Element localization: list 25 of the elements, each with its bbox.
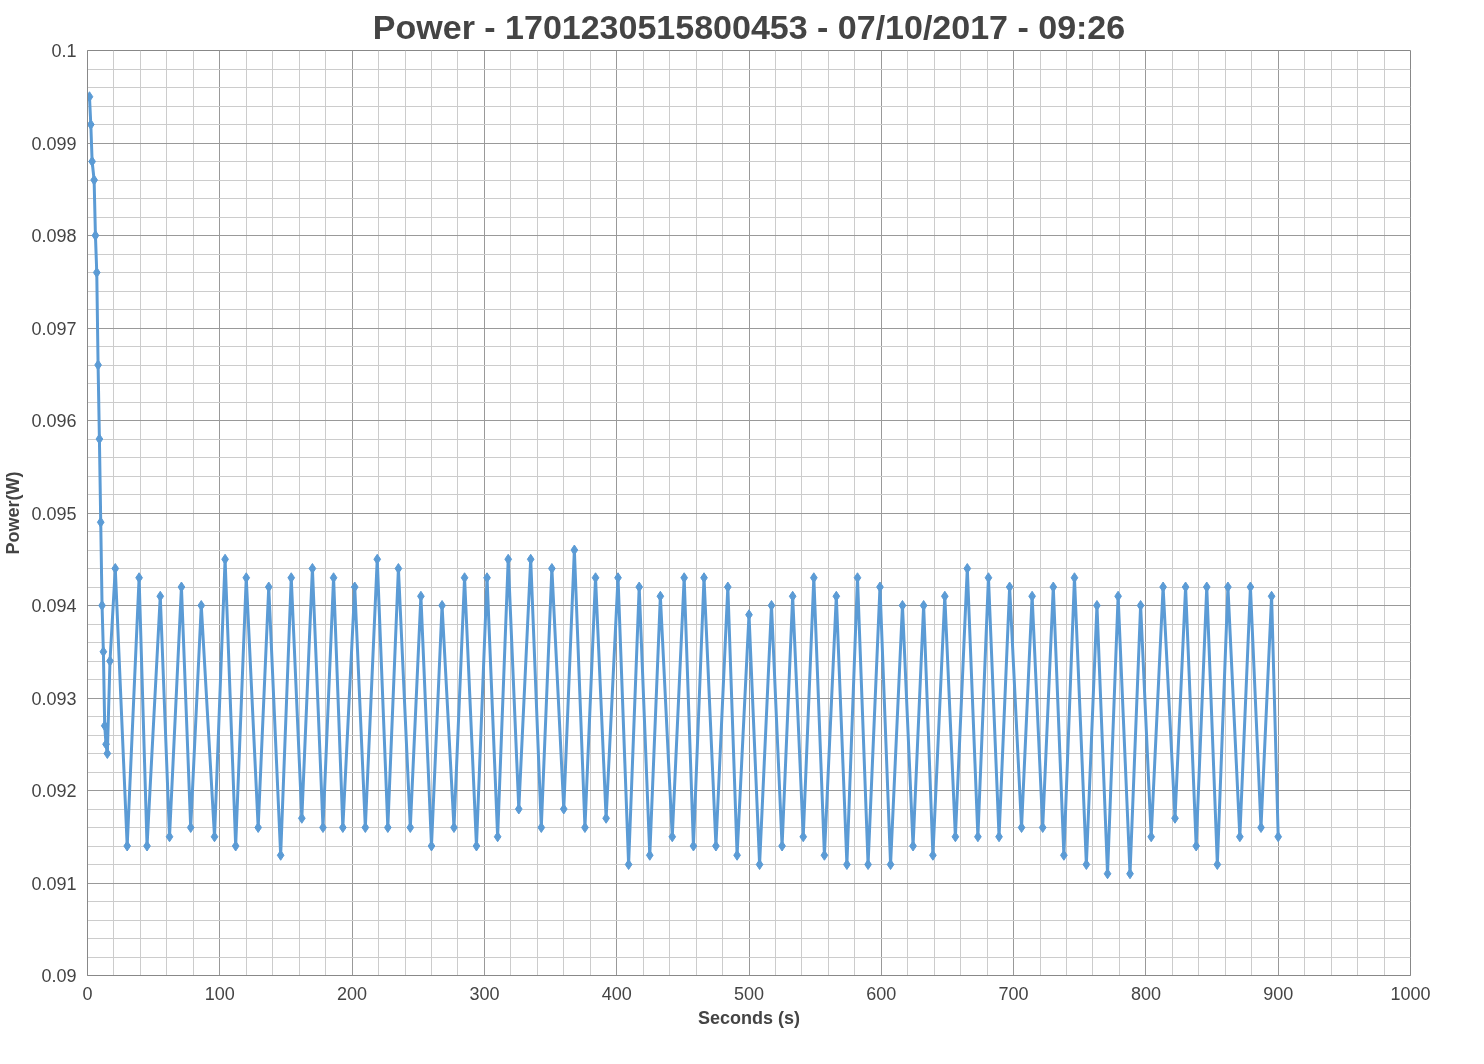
y-axis-title: Power(W) xyxy=(3,471,24,555)
x-tick-label: 400 xyxy=(601,983,632,1004)
y-tick-label: 0.1 xyxy=(51,41,77,61)
y-tick-label: 0.097 xyxy=(31,318,77,339)
x-tick-label: 500 xyxy=(733,983,765,1004)
chart-title: Power - 1701230515800453 - 07/10/2017 - 09:26 xyxy=(372,7,1126,46)
x-tick-label: 900 xyxy=(1263,983,1294,1004)
y-tick-label: 0.096 xyxy=(31,411,77,431)
x-tick-label: 600 xyxy=(866,983,897,1004)
x-tick-label: 800 xyxy=(1130,983,1161,1004)
x-tick-label: 1000 xyxy=(1390,983,1431,1004)
y-tick-label: 0.094 xyxy=(31,596,77,616)
y-tick-label: 0.09 xyxy=(41,966,77,986)
y-tick-label: 0.092 xyxy=(31,781,77,801)
y-tick-label: 0.099 xyxy=(31,133,77,154)
y-tick-label: 0.093 xyxy=(31,688,77,709)
x-tick-label: 200 xyxy=(337,983,368,1004)
x-tick-label: 100 xyxy=(204,983,235,1004)
x-tick-label: 300 xyxy=(469,983,500,1004)
y-tick-label: 0.091 xyxy=(31,873,77,894)
x-tick-label: 700 xyxy=(998,983,1029,1004)
y-tick-label: 0.098 xyxy=(31,226,77,246)
x-tick-label: 0 xyxy=(82,983,93,1004)
x-axis-title: Seconds (s) xyxy=(697,1007,801,1028)
y-tick-label: 0.095 xyxy=(31,503,77,524)
